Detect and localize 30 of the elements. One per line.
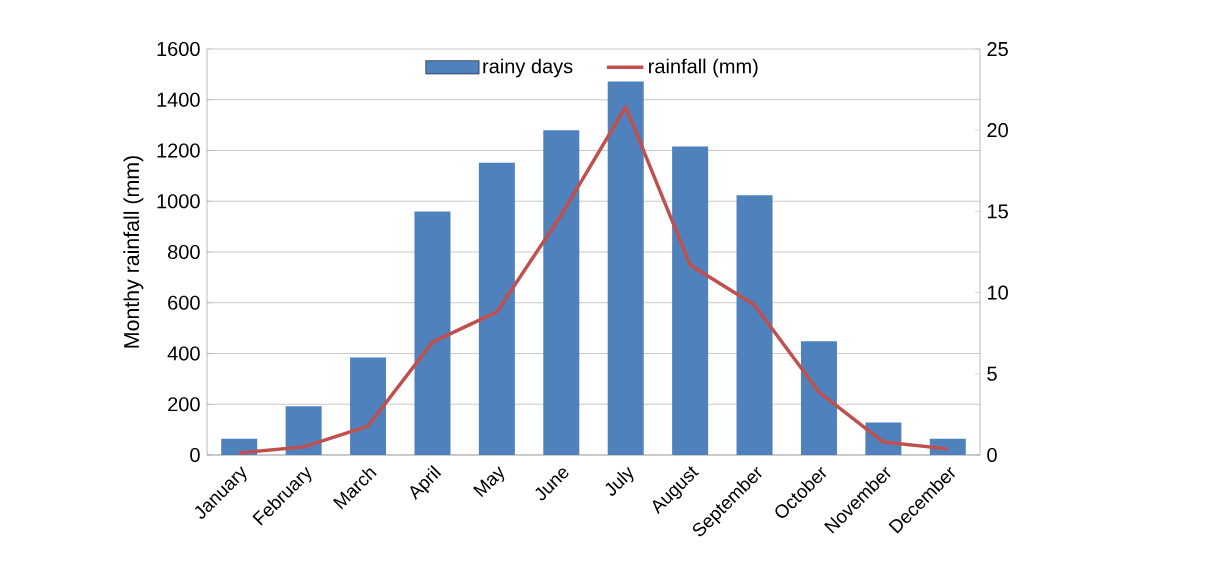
bar xyxy=(800,341,837,455)
bar xyxy=(414,211,451,455)
y-tick-label: 1600 xyxy=(157,41,200,57)
y2-tick-label: 0 xyxy=(987,447,997,463)
y-tick-label: 600 xyxy=(168,295,200,310)
x-tick-label: July xyxy=(605,466,634,496)
y2-tick-label: 20 xyxy=(987,123,1008,138)
y-tick-label: 1200 xyxy=(157,143,200,158)
y-tick-label: 0 xyxy=(190,447,200,463)
x-tick-label: May xyxy=(473,466,505,498)
y-tick-label: 200 xyxy=(168,397,200,412)
bar xyxy=(543,130,580,455)
y-axis-title: Monthy rainfall (mm) xyxy=(123,156,144,348)
bar xyxy=(607,81,644,455)
y2-tick-label: 25 xyxy=(987,41,1008,57)
line-series xyxy=(237,105,950,455)
y-tick-label: 800 xyxy=(168,244,200,260)
y-tick-label: 400 xyxy=(167,346,200,361)
bar xyxy=(350,357,387,455)
bar xyxy=(736,195,773,455)
y-tick-label: 1000 xyxy=(157,194,200,209)
bar xyxy=(285,406,322,455)
bar xyxy=(672,146,709,455)
legend-label: rainfall (mm) xyxy=(649,58,758,78)
y2-tick-label: 15 xyxy=(988,204,1008,219)
y2-tick-label: 10 xyxy=(988,285,1008,300)
legend-label: rainy days xyxy=(483,58,573,78)
bar xyxy=(478,162,515,455)
y2-tick-label: 5 xyxy=(987,366,997,381)
y-tick-label: 1400 xyxy=(157,92,200,107)
